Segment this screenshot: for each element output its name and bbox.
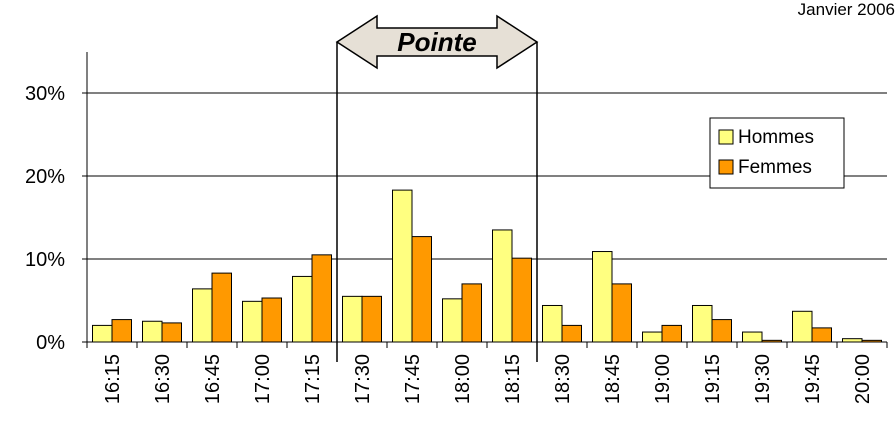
x-tick-label: 17:15 [302, 354, 324, 404]
bar-hommes [242, 300, 263, 343]
bar-hommes [442, 298, 463, 343]
bar-hommes [792, 310, 813, 343]
x-tick-label: 18:15 [502, 354, 524, 404]
bar-femmes [561, 324, 582, 343]
bar-hommes [542, 304, 563, 343]
bar-hommes [192, 288, 213, 343]
x-tick-label: 19:30 [752, 354, 774, 404]
date-label: Janvier 2006 [797, 0, 895, 19]
bar-hommes [142, 320, 163, 343]
bar-femmes [211, 272, 232, 343]
legend-swatch-femmes [718, 159, 734, 175]
legend-swatch-hommes [718, 129, 734, 145]
x-tick-label: 19:45 [802, 354, 824, 404]
y-tick-label: 20% [25, 166, 65, 188]
x-tick-label: 17:45 [402, 354, 424, 404]
y-tick-label: 10% [25, 249, 65, 271]
bar-femmes [461, 283, 482, 343]
bar-femmes [411, 236, 432, 343]
x-tick-label: 16:45 [202, 354, 224, 404]
bar-femmes [261, 297, 282, 343]
x-tick-label: 17:00 [252, 354, 274, 404]
bar-femmes [711, 319, 732, 343]
bar-hommes [742, 331, 763, 343]
x-tick-label: 18:30 [552, 354, 574, 404]
bar-hommes [342, 295, 363, 343]
x-tick-label: 18:45 [602, 354, 624, 404]
x-tick-label: 19:15 [702, 354, 724, 404]
x-tick-label: 20:00 [852, 354, 874, 404]
x-tick-label: 18:00 [452, 354, 474, 404]
x-tick-label: 19:00 [652, 354, 674, 404]
bar-hommes [292, 275, 313, 343]
legend-label-hommes: Hommes [738, 127, 814, 148]
legend-label-femmes: Femmes [738, 157, 812, 178]
bar-femmes [511, 257, 532, 343]
y-tick-label: 30% [25, 83, 65, 105]
peak-arrow [335, 14, 539, 70]
bar-femmes [611, 283, 632, 343]
x-tick-label: 16:15 [102, 354, 124, 404]
y-tick-label: 0% [36, 332, 65, 354]
bar-hommes [92, 324, 113, 343]
bar-hommes [592, 251, 613, 343]
x-tick-label: 16:30 [152, 354, 174, 404]
bar-femmes [311, 254, 332, 343]
bar-hommes [392, 189, 413, 343]
bar-femmes [811, 327, 832, 343]
bar-femmes [111, 319, 132, 343]
bar-femmes [661, 324, 682, 343]
bar-hommes [642, 331, 663, 343]
bar-femmes [161, 322, 182, 343]
x-tick-label: 17:30 [352, 354, 374, 404]
bar-hommes [692, 304, 713, 343]
peak-label: Pointe [397, 27, 476, 57]
bar-femmes [361, 295, 382, 343]
bar-hommes [492, 229, 513, 343]
